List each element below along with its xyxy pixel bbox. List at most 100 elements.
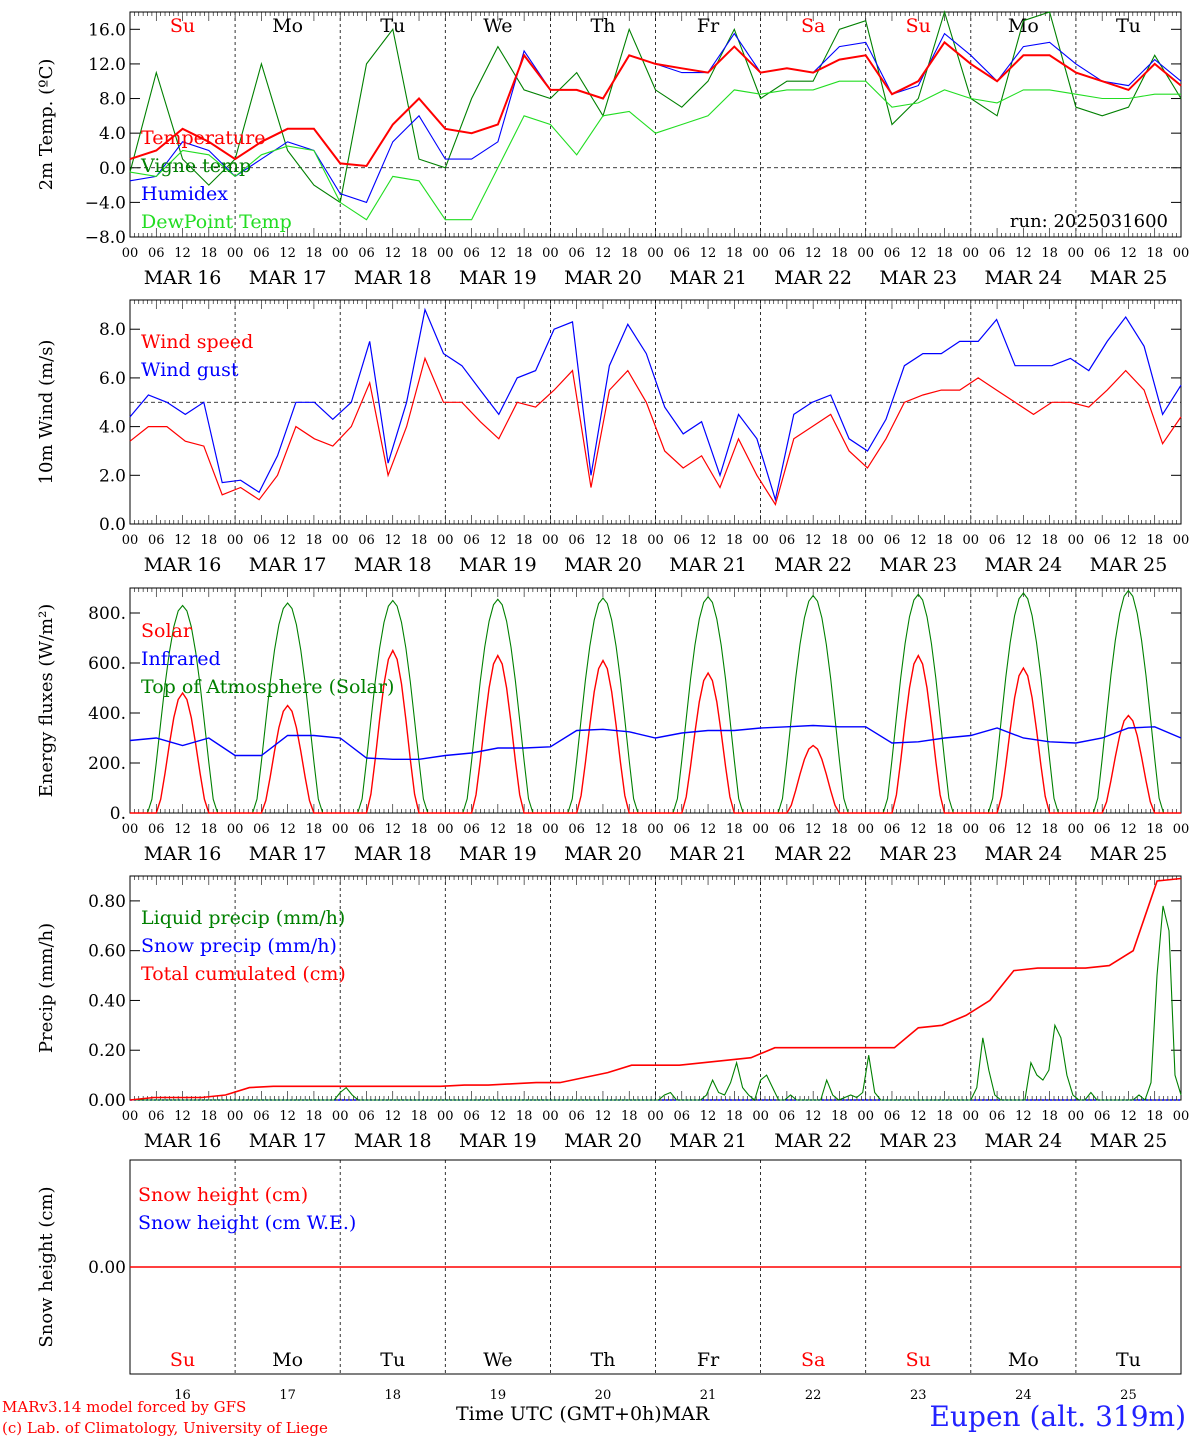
- panel-0-hour-label: 12: [1015, 246, 1032, 261]
- precip-legend-entry: Total cumulated (cm): [141, 963, 346, 985]
- panel-0-hour-label: 00: [542, 246, 559, 261]
- snow-legend-entry: Snow height (cm W.E.): [138, 1212, 356, 1234]
- panel-0-y-tick-label: 16.0: [88, 20, 126, 40]
- panel-2-date-label: MAR 22: [774, 843, 852, 865]
- bottom-day-name: Su: [170, 1349, 195, 1371]
- panel-2-hour-label: 00: [1173, 822, 1190, 837]
- precip-legend-entry: Liquid precip (mm/h): [141, 907, 345, 929]
- panel-0-date-label: MAR 16: [144, 267, 222, 289]
- panel-2-hour-label: 18: [726, 822, 743, 837]
- panel-3-hour-label: 00: [647, 1109, 664, 1124]
- panel-0-date-label: MAR 21: [669, 267, 747, 289]
- liquid-precip-series: [130, 905, 1182, 1101]
- panel-0-hour-label: 06: [253, 246, 270, 261]
- panel-0-hour-label: 00: [857, 246, 874, 261]
- panel-2-hour-label: 06: [253, 822, 270, 837]
- panel-2-hour-label: 00: [122, 822, 139, 837]
- bottom-day-name: Fr: [697, 1349, 720, 1371]
- panel-4-y-axis-label: Snow height (cm): [36, 1186, 57, 1347]
- panel-2-y-tick-label: 800.: [88, 604, 126, 624]
- panel-2-y-tick-label: 0.: [110, 804, 126, 824]
- infrared-series: [129, 724, 1182, 760]
- panel-1-hour-label: 00: [752, 533, 769, 548]
- panel-3-hour-label: 12: [279, 1109, 296, 1124]
- wind-legend-entry: Wind speed: [141, 331, 253, 353]
- panel-3-hour-label: 18: [1146, 1109, 1163, 1124]
- day-name-label: Tu: [1116, 15, 1141, 37]
- day-name-label: We: [483, 15, 512, 37]
- panel-2-hour-label: 12: [700, 822, 717, 837]
- panel-2-hour-label: 18: [306, 822, 323, 837]
- panel-2-hour-label: 12: [805, 822, 822, 837]
- panel-2-date-label: MAR 17: [249, 843, 327, 865]
- panel-2-hour-label: 06: [1094, 822, 1111, 837]
- month-label: MAR: [661, 1403, 710, 1425]
- temp-series-3: [129, 80, 1181, 221]
- panel-3-hour-label: 18: [411, 1109, 428, 1124]
- day-name-label: Su: [170, 15, 195, 37]
- panel-1-hour-label: 00: [437, 533, 454, 548]
- panel-1-hour-label: 18: [1146, 533, 1163, 548]
- panel-2-y-tick-label: 600.: [88, 654, 126, 674]
- panel-3-hour-label: 00: [752, 1109, 769, 1124]
- panel-1-hour-label: 06: [148, 533, 165, 548]
- panel-3-hour-label: 18: [936, 1109, 953, 1124]
- panel-1-hour-label: 06: [1094, 533, 1111, 548]
- panel-0-hour-label: 12: [174, 246, 191, 261]
- temp-series-1: [129, 10, 1182, 204]
- panel-3-hour-label: 06: [253, 1109, 270, 1124]
- panel-0-hour-label: 12: [1120, 246, 1137, 261]
- time-axis-label: Time UTC (GMT+0h)MAR: [456, 1403, 709, 1425]
- run-label: run: 2025031600: [1010, 211, 1168, 232]
- bottom-day-number: 21: [700, 1388, 717, 1403]
- panel-1-hour-label: 12: [595, 533, 612, 548]
- panel-1-hour-label: 00: [122, 533, 139, 548]
- site-label: Eupen (alt. 319m): [929, 1400, 1186, 1433]
- panel-0-date-label: MAR 23: [879, 267, 957, 289]
- bottom-day-name: Tu: [380, 1349, 405, 1371]
- panel-0-hour-label: 18: [621, 246, 638, 261]
- panel-2-hour-label: 18: [516, 822, 533, 837]
- panel-0-hour-label: 12: [490, 246, 507, 261]
- bottom-day-number: 18: [384, 1388, 401, 1403]
- panel-0-hour-label: 18: [831, 246, 848, 261]
- panel-1-hour-label: 00: [857, 533, 874, 548]
- panel-3-hour-label: 00: [227, 1109, 244, 1124]
- precip-legend-entry: Snow precip (mm/h): [141, 935, 337, 957]
- panel-1-date-label: MAR 20: [564, 554, 642, 576]
- panel-0-hour-label: 18: [726, 246, 743, 261]
- bottom-day-number: 17: [279, 1388, 296, 1403]
- panel-1-hour-label: 12: [384, 533, 401, 548]
- panel-1-date-label: MAR 24: [984, 554, 1062, 576]
- panel-3-date-label: MAR 22: [774, 1130, 852, 1152]
- panel-3-y-tick-label: 0.60: [88, 942, 126, 962]
- panel-1-date-label: MAR 19: [459, 554, 537, 576]
- panel-0-y-tick-label: 12.0: [88, 55, 126, 75]
- panel-1-y-tick-label: 0.0: [99, 515, 126, 535]
- panel-2-hour-label: 18: [936, 822, 953, 837]
- panel-0-hour-label: 06: [148, 246, 165, 261]
- panel-0-date-label: MAR 25: [1090, 267, 1168, 289]
- panel-1-hour-label: 00: [1068, 533, 1085, 548]
- panel-3-hour-label: 12: [1015, 1109, 1032, 1124]
- panel-0-hour-label: 18: [1041, 246, 1058, 261]
- bottom-day-number: 16: [174, 1388, 191, 1403]
- panel-0-y-tick-label: 4.0: [99, 124, 126, 144]
- temp-series-0: [129, 40, 1182, 168]
- panel-1-date-label: MAR 21: [669, 554, 747, 576]
- panel-1-hour-label: 06: [674, 533, 691, 548]
- panel-0-date-label: MAR 17: [249, 267, 327, 289]
- energy-legend-entry: Top of Atmosphere (Solar): [141, 676, 394, 698]
- day-name-label: Sa: [801, 15, 825, 37]
- panel-1-hour-label: 06: [253, 533, 270, 548]
- panel-1-date-label: MAR 23: [879, 554, 957, 576]
- panel-1-hour-label: 18: [411, 533, 428, 548]
- bottom-day-number: 20: [595, 1388, 612, 1403]
- panel-2-hour-label: 12: [490, 822, 507, 837]
- panel-0-hour-label: 06: [358, 246, 375, 261]
- panel-3-hour-label: 18: [1041, 1109, 1058, 1124]
- panel-3-date-label: MAR 20: [564, 1130, 642, 1152]
- panel-3-date-label: MAR 19: [459, 1130, 537, 1152]
- panel-3-hour-label: 18: [621, 1109, 638, 1124]
- panel-2-hour-label: 18: [1041, 822, 1058, 837]
